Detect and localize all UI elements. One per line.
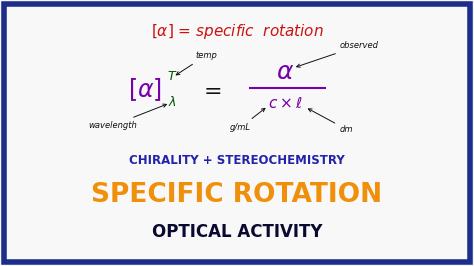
Text: dm: dm [309, 109, 354, 134]
Text: wavelength: wavelength [88, 104, 166, 130]
Text: $c \times \ell$: $c \times \ell$ [268, 97, 302, 111]
Text: $[\alpha]$: $[\alpha]$ [128, 77, 162, 103]
Text: CHIRALITY + STEREOCHEMISTRY: CHIRALITY + STEREOCHEMISTRY [129, 153, 345, 167]
Text: observed: observed [297, 41, 379, 67]
Text: $T$: $T$ [167, 69, 177, 82]
Text: $[\alpha]$ = specific  rotation: $[\alpha]$ = specific rotation [151, 22, 323, 41]
Text: temp: temp [176, 51, 217, 75]
Text: $=$: $=$ [199, 80, 221, 100]
Text: SPECIFIC ROTATION: SPECIFIC ROTATION [91, 182, 383, 208]
Text: $\alpha$: $\alpha$ [276, 60, 294, 84]
Text: $\lambda$: $\lambda$ [168, 95, 176, 109]
Text: g/mL: g/mL [230, 108, 265, 132]
Text: OPTICAL ACTIVITY: OPTICAL ACTIVITY [152, 223, 322, 241]
